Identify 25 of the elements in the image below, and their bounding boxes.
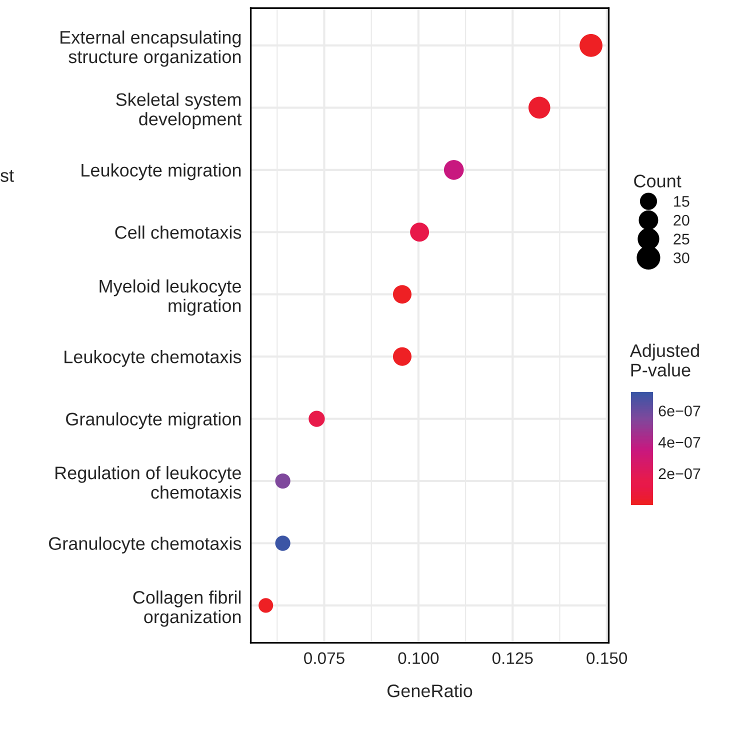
x-tick-label: 0.125 bbox=[492, 652, 533, 664]
legend-title: Count bbox=[634, 174, 682, 188]
color-bar-title: Adjusted P-value bbox=[630, 344, 699, 376]
y-tick-label: Myeloid leukocyte migration bbox=[100, 279, 241, 316]
legend-label: 30 bbox=[674, 252, 690, 264]
y-tick-label: Granulocyte chemotaxis bbox=[48, 536, 242, 554]
x-tick-label: 0.075 bbox=[304, 652, 344, 664]
color-bar-label: 2e−07 bbox=[658, 468, 700, 480]
color-bar-label: 4e−07 bbox=[658, 436, 700, 448]
x-tick-label: 0.100 bbox=[398, 652, 439, 664]
y-tick-label: Collagen fibril organization bbox=[133, 590, 241, 627]
y-tick-label: Cell chemotaxis bbox=[115, 226, 242, 239]
y-tick-label: Skeletal system development bbox=[116, 92, 242, 129]
y-tick-label: Leukocyte migration bbox=[82, 163, 241, 180]
y-tick-label: External encapsulating structure organization bbox=[60, 30, 241, 67]
legend-label: 20 bbox=[674, 214, 690, 226]
x-tick-label: 0.150 bbox=[586, 652, 628, 664]
y-tick-label: Granulocyte migration bbox=[66, 412, 241, 430]
x-axis-title: GeneRatio bbox=[387, 684, 472, 698]
y-tick-label: Leukocyte chemotaxis bbox=[64, 350, 242, 367]
color-bar-label: 6e−07 bbox=[658, 406, 700, 416]
legend-label: 25 bbox=[674, 234, 690, 244]
legend-label: 15 bbox=[674, 196, 690, 207]
y-tick-label: Regulation of leukocyte chemotaxis bbox=[56, 466, 242, 499]
text: st bbox=[0, 170, 14, 182]
